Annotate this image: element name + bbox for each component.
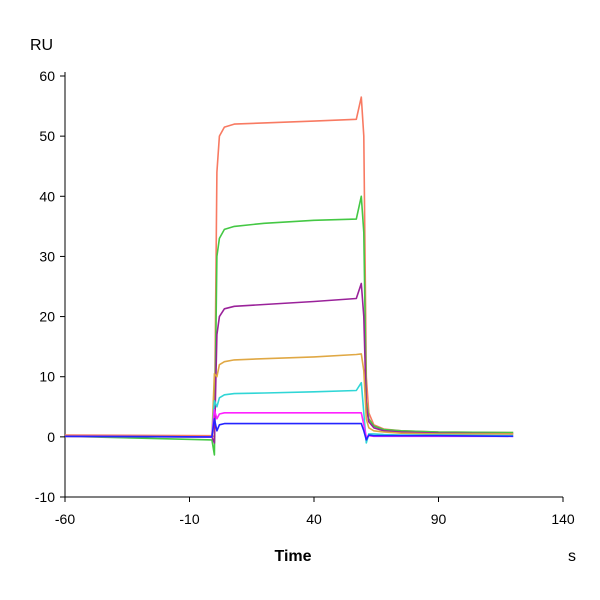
series-line-3 [64, 282, 514, 444]
series-line-2 [64, 195, 514, 456]
x-tick-label: -10 [179, 511, 199, 527]
x-axis-label: Time [274, 548, 311, 565]
x-tick-label: -60 [55, 511, 75, 527]
series-line-5 [64, 381, 514, 444]
series-line-1 [64, 96, 514, 438]
x-axis-unit: s [568, 548, 576, 565]
y-tick-label: -10 [35, 489, 55, 505]
y-tick-label: 60 [39, 68, 55, 84]
y-tick-label: 0 [47, 429, 55, 445]
series-line-7 [64, 417, 514, 441]
y-tick-label: 40 [39, 188, 55, 204]
x-tick-label: 90 [431, 511, 447, 527]
y-tick-label: 50 [39, 128, 55, 144]
x-tick-label: 140 [551, 511, 575, 527]
y-tick-label: 20 [39, 309, 55, 325]
y-axis-label: RU [30, 37, 53, 54]
x-tick-label: 40 [306, 511, 322, 527]
series-line-4 [64, 353, 514, 438]
y-tick-label: 10 [39, 369, 55, 385]
y-tick-label: 30 [39, 248, 55, 264]
